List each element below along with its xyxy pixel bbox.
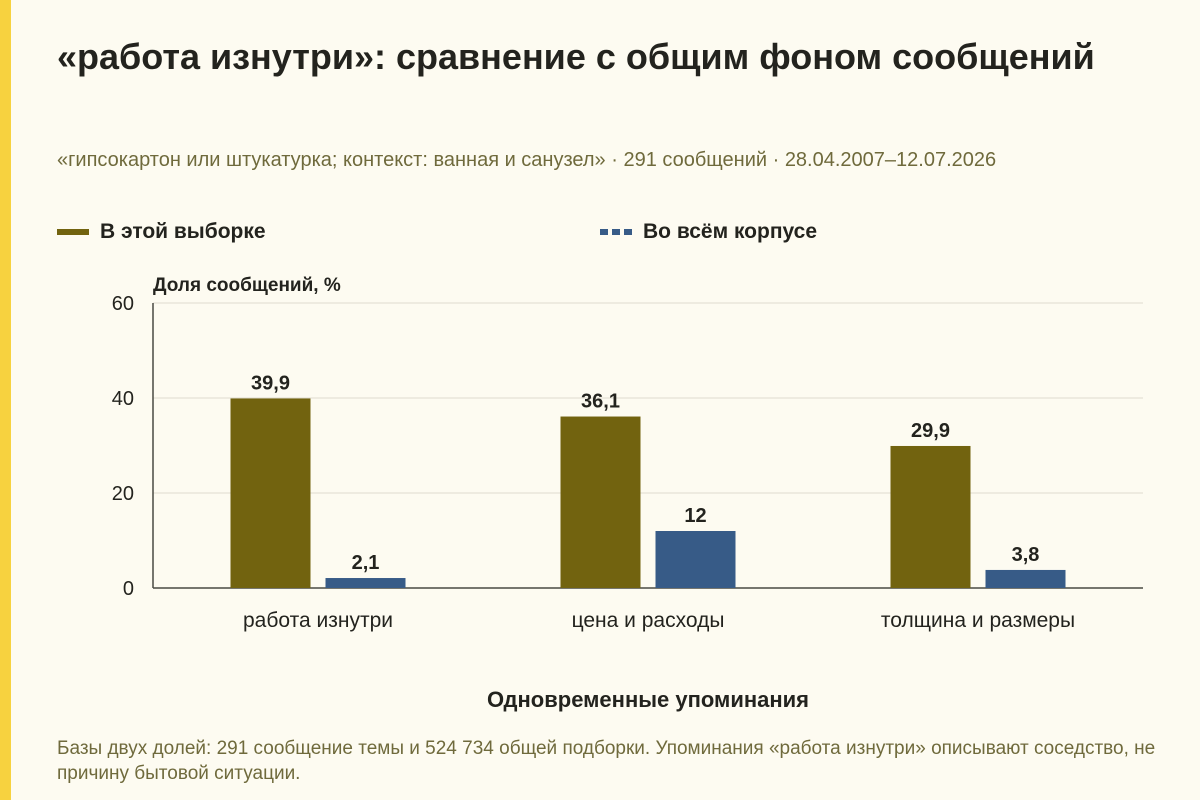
footnote: Базы двух долей: 291 сообщение темы и 52… bbox=[57, 738, 1156, 784]
data-label: 3,8 bbox=[1012, 544, 1040, 566]
legend-label-corpus: Во всём корпусе bbox=[643, 220, 818, 243]
data-label: 29,9 bbox=[911, 420, 950, 442]
bar-corpus bbox=[325, 578, 406, 588]
y-tick-label: 20 bbox=[112, 483, 134, 505]
legend-item-sample: В этой выборке bbox=[57, 219, 266, 245]
legend-swatch-sample bbox=[57, 229, 89, 235]
legend-item-corpus: Во всём корпусе bbox=[600, 219, 817, 245]
y-axis-title: Доля сообщений, % bbox=[153, 275, 341, 296]
y-tick-label: 0 bbox=[123, 578, 134, 600]
bar-chart: 0 20 40 60 39,9 2,1 36,1 12 29,9 3,8 работа изну… bbox=[112, 275, 1143, 712]
x-tick-label: цена и расходы bbox=[572, 609, 725, 632]
x-tick-label: работа изнутри bbox=[243, 609, 393, 632]
accent-bar bbox=[0, 0, 11, 800]
data-label: 39,9 bbox=[251, 372, 290, 394]
bar-sample bbox=[890, 445, 971, 588]
legend-swatch-corpus bbox=[600, 229, 632, 235]
bar-corpus bbox=[655, 531, 736, 588]
x-tick-label: толщина и размеры bbox=[881, 609, 1075, 632]
data-label: 12 bbox=[684, 505, 706, 527]
bar-sample bbox=[560, 416, 641, 588]
x-tick-labels: работа изнутри цена и расходы толщина и ра… bbox=[243, 609, 1075, 632]
bar-corpus bbox=[985, 569, 1066, 588]
grid-lines bbox=[153, 302, 1143, 589]
y-tick-label: 40 bbox=[112, 388, 134, 410]
bar-sample bbox=[230, 398, 311, 588]
data-label: 2,1 bbox=[352, 552, 380, 574]
y-tick-labels: 0 20 40 60 bbox=[112, 293, 134, 600]
chart-subtitle: «гипсокартон или штукатурка; контекст: в… bbox=[57, 149, 997, 171]
bars: 39,9 2,1 36,1 12 29,9 3,8 bbox=[230, 372, 1066, 588]
x-axis-title: Одновременные упоминания bbox=[487, 687, 809, 712]
chart-title: «работа изнутри»: сравнение с общим фоно… bbox=[57, 36, 1095, 77]
data-label: 36,1 bbox=[581, 391, 620, 413]
legend-label-sample: В этой выборке bbox=[100, 220, 266, 243]
y-tick-label: 60 bbox=[112, 293, 134, 315]
